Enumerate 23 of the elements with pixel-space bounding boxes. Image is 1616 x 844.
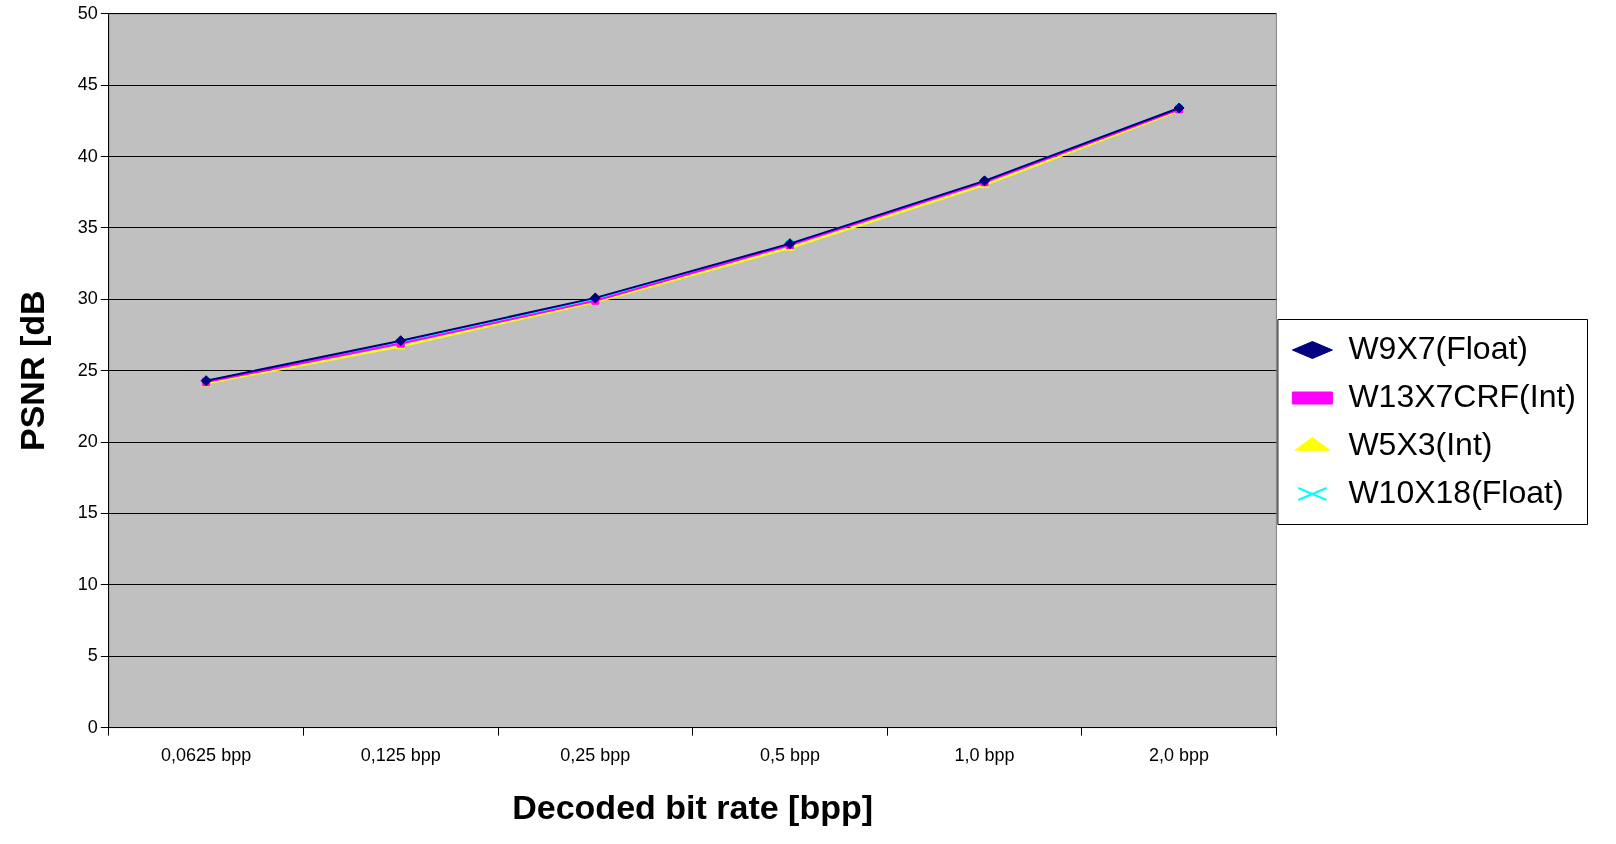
legend-label: W9X7(Float) [1348,329,1528,366]
x-tick-label: 0,25 bpp [560,745,631,766]
y-tick-label: 20 [77,431,98,452]
y-tick-label: 25 [77,359,98,380]
y-tick-label: 15 [77,502,98,523]
y-tick-label: 45 [77,74,98,95]
y-tick-label: 0 [87,716,98,737]
x-tick-label: 0,5 bpp [759,745,820,766]
y-axis-title: PSNR [dB [12,290,51,451]
legend-label: W13X7CRF(Int) [1348,377,1576,414]
y-tick-label: 30 [77,288,98,309]
x-tick-label: 2,0 bpp [1149,745,1210,766]
y-tick-label: 40 [77,145,98,166]
legend-label: W10X18(Float) [1348,473,1564,510]
x-axis-title: Decoded bit rate [bpp] [512,787,874,826]
y-tick-label: 10 [77,573,98,594]
x-tick-label: 1,0 bpp [954,745,1015,766]
y-tick-label: 5 [87,645,98,666]
y-tick-label: 50 [77,2,98,23]
x-tick-label: 0,125 bpp [360,745,441,766]
y-tick-label: 35 [77,216,98,237]
x-tick-label: 0,0625 bpp [161,745,252,766]
legend-label: W5X3(Int) [1348,425,1493,462]
